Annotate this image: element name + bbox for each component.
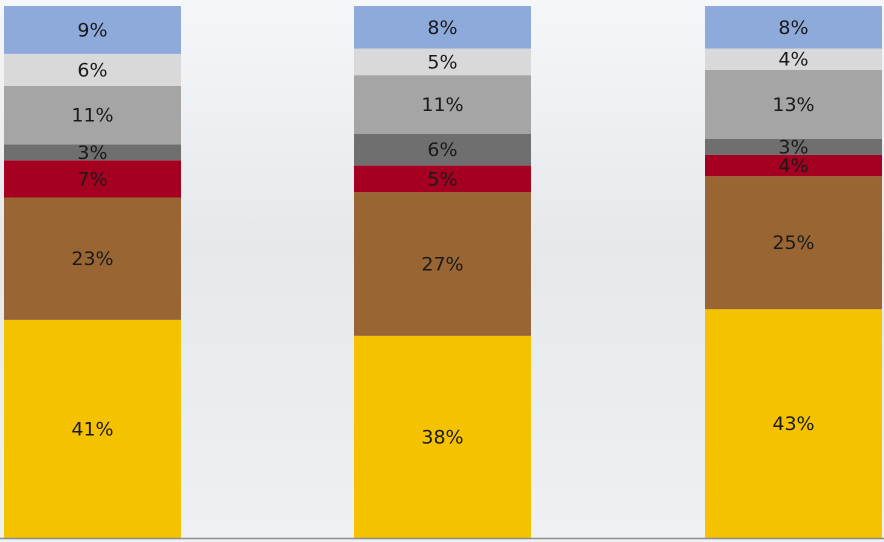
data-label: 23% [71, 248, 113, 270]
bar-segment [705, 154, 882, 177]
data-label: 4% [778, 155, 808, 177]
data-label: 5% [427, 168, 457, 190]
data-label: 3% [778, 136, 808, 158]
bar-segment [705, 176, 882, 310]
bar-segment [4, 85, 181, 145]
bar-segment [705, 139, 882, 155]
data-label: 43% [772, 413, 814, 435]
data-label: 27% [421, 254, 463, 276]
data-label: 9% [77, 19, 107, 41]
bar-segment [4, 144, 181, 161]
data-label: 6% [77, 59, 107, 81]
bar-segment [354, 133, 531, 166]
data-label: 38% [421, 426, 463, 448]
data-label: 5% [427, 51, 457, 73]
bar-segment [705, 48, 882, 70]
bar-segment [354, 165, 531, 193]
bar-segment [354, 48, 531, 76]
bar-segment [354, 75, 531, 134]
bar-segment [4, 6, 181, 54]
data-label: 6% [427, 139, 457, 161]
data-label: 25% [772, 232, 814, 254]
data-label: 41% [71, 418, 113, 440]
data-label: 13% [772, 94, 814, 116]
data-label: 11% [421, 94, 463, 116]
data-label: 11% [71, 105, 113, 127]
bar-segment [354, 192, 531, 336]
bar-segment [4, 197, 181, 320]
bar-segment [4, 53, 181, 86]
bar-segment [705, 69, 882, 139]
bar-segment [4, 160, 181, 198]
data-label: 7% [77, 168, 107, 190]
bar-segment [705, 309, 882, 538]
data-label: 8% [427, 17, 457, 39]
bar-segment [705, 6, 882, 49]
data-label: 4% [778, 49, 808, 71]
data-label: 3% [77, 142, 107, 164]
bar-segment [4, 319, 181, 538]
bar-segment [354, 6, 531, 49]
data-label: 8% [778, 17, 808, 39]
bar-segment [354, 335, 531, 538]
